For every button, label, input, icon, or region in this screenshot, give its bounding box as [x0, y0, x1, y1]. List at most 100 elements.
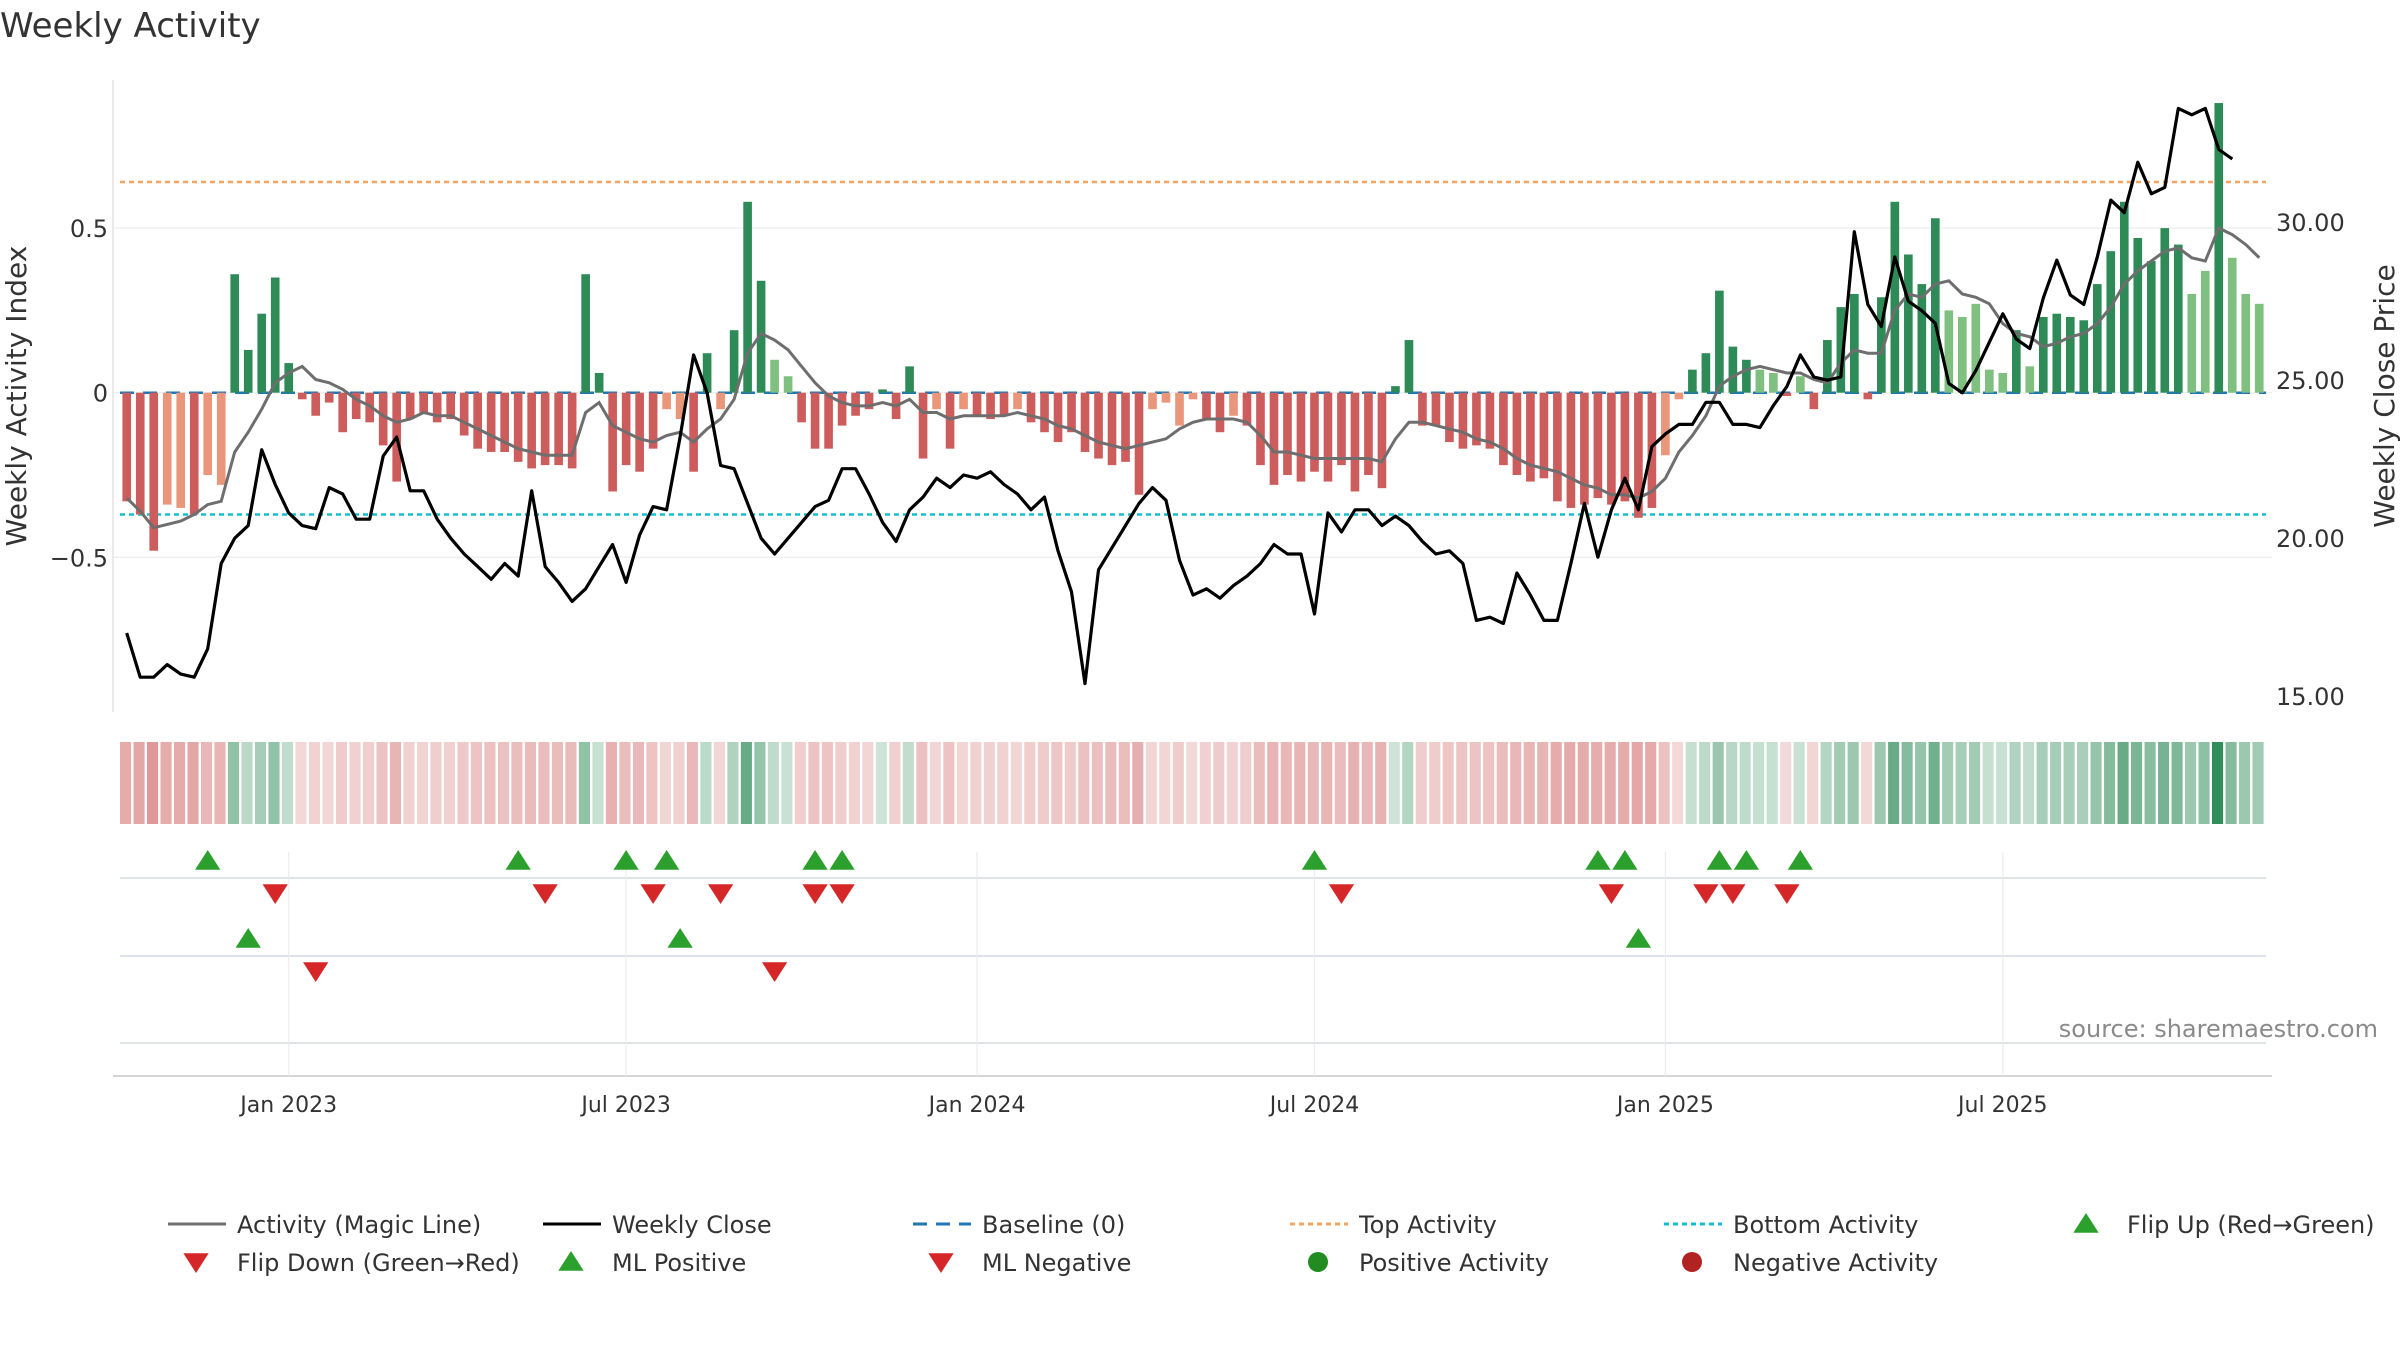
heat-cell	[916, 742, 928, 824]
heat-cell	[187, 742, 199, 824]
activity-bar	[635, 392, 644, 472]
activity-bar	[1566, 392, 1576, 508]
series-lines	[125, 106, 2261, 686]
dot-icon	[1682, 1252, 1702, 1272]
x-tick-label: Jul 2025	[1956, 1093, 2048, 1118]
activity-bar	[527, 392, 536, 469]
activity-bar	[297, 392, 307, 400]
heat-cell	[808, 742, 820, 824]
heat-cell	[754, 742, 766, 824]
activity-bar	[1742, 359, 1751, 393]
activity-bar	[2254, 303, 2264, 393]
legend-item: Positive Activity	[1308, 1249, 1549, 1277]
activity-bar	[1161, 392, 1171, 403]
heat-cell	[362, 742, 375, 824]
activity-bar	[1796, 376, 1805, 393]
heat-cell	[470, 742, 483, 824]
activity-bar	[1175, 392, 1184, 426]
x-tick-label: Jan 2024	[927, 1093, 1026, 1118]
heat-cell	[322, 742, 334, 824]
heat-cell	[1199, 742, 1211, 824]
x-tick-label: Jan 2023	[238, 1093, 337, 1118]
heat-cell	[794, 742, 806, 824]
heat-cell	[1429, 742, 1441, 824]
activity-bar	[743, 201, 752, 393]
heat-cell	[1618, 742, 1630, 824]
activity-bar	[1202, 392, 1211, 420]
activity-bar	[2187, 293, 2197, 393]
heat-cell	[1537, 742, 1549, 824]
heat-cell	[673, 742, 685, 824]
heat-cell	[1523, 742, 1535, 824]
flip-up-marker	[1585, 850, 1611, 870]
heat-cell	[565, 742, 577, 824]
heat-cell	[1010, 742, 1022, 824]
activity-bar	[176, 392, 186, 508]
heat-cell	[592, 742, 604, 824]
heat-cell	[1334, 742, 1346, 824]
legend-label: Weekly Close	[612, 1211, 772, 1239]
activity-bar	[783, 376, 793, 393]
heat-cell	[2198, 742, 2210, 824]
legend-label: Negative Activity	[1733, 1249, 1938, 1277]
flip-down-marker	[707, 884, 734, 904]
activity-bar	[729, 330, 739, 393]
flip-up-marker	[505, 850, 531, 870]
activity-bar	[2011, 330, 2021, 393]
activity-bar	[621, 392, 631, 466]
activity-bar	[608, 392, 617, 492]
activity-bar	[2052, 313, 2062, 393]
heat-cell	[902, 742, 914, 824]
activity-bar	[1607, 392, 1616, 505]
heat-cell	[1834, 742, 1846, 824]
heat-cell	[2225, 742, 2237, 824]
legend-label: Baseline (0)	[982, 1211, 1125, 1239]
heat-cell	[970, 742, 982, 824]
heat-cell	[1753, 742, 1765, 824]
heat-cell	[497, 742, 510, 824]
activity-bar	[1984, 369, 1994, 393]
activity-bar	[594, 372, 604, 393]
activity-bar	[1539, 392, 1549, 479]
heat-cell	[1726, 742, 1738, 824]
heat-cell	[1672, 742, 1684, 824]
heat-cell	[1888, 742, 1900, 824]
activity-bar	[2038, 317, 2048, 393]
heat-cell	[457, 742, 469, 824]
activity-bar	[149, 392, 159, 551]
activity-bar	[1890, 201, 1900, 393]
legend-item: Negative Activity	[1682, 1249, 1938, 1277]
y-tick-label: −0.5	[50, 544, 108, 572]
activity-bar	[1944, 310, 1954, 393]
legend-item: Flip Down (Green→Red)	[183, 1249, 520, 1277]
activity-bar	[797, 392, 806, 423]
legend-label: ML Negative	[982, 1249, 1131, 1277]
legend-label: Positive Activity	[1359, 1249, 1549, 1277]
activity-bar	[824, 392, 833, 449]
flip-up-marker	[1612, 850, 1638, 870]
activity-bar	[311, 392, 321, 416]
heat-cell	[389, 742, 402, 824]
heat-cell	[511, 742, 523, 824]
activity-bar	[446, 392, 455, 420]
flip-down-marker	[802, 884, 828, 904]
heat-cell	[983, 742, 995, 824]
activity-bar	[1229, 392, 1238, 416]
activity-bar	[1188, 392, 1198, 400]
ml-negative-marker	[761, 962, 788, 982]
activity-bar	[338, 392, 348, 433]
heat-cell	[227, 742, 240, 824]
heat-cell	[1604, 742, 1616, 824]
activity-bar	[1485, 392, 1495, 449]
activity-bar	[1971, 303, 1981, 393]
flip-down-marker	[1598, 884, 1625, 904]
dot-icon	[1308, 1252, 1328, 1272]
triangle-down-icon	[183, 1253, 209, 1273]
heat-cell	[200, 742, 213, 824]
activity-bar	[419, 392, 428, 413]
heat-cell	[2063, 742, 2075, 824]
activity-bar	[648, 392, 658, 449]
weekly-close-series	[125, 106, 2234, 686]
heat-cell	[173, 742, 186, 824]
